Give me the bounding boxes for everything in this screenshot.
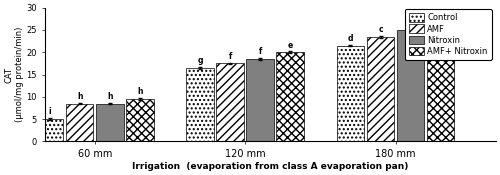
X-axis label: Irrigation  (evaporation from class A evaporation pan): Irrigation (evaporation from class A eva… — [132, 162, 408, 171]
Bar — [336, 46, 364, 141]
Text: h: h — [137, 87, 142, 96]
Text: g: g — [198, 56, 203, 65]
Bar — [216, 63, 244, 141]
Text: d: d — [348, 34, 353, 43]
Text: f: f — [258, 47, 262, 56]
Y-axis label: CAT
(µmol/mg protein/min): CAT (µmol/mg protein/min) — [4, 27, 24, 122]
Text: h: h — [107, 92, 112, 101]
Bar — [126, 99, 154, 141]
Text: f: f — [228, 52, 232, 61]
Text: a: a — [438, 14, 444, 23]
Bar — [366, 37, 394, 141]
Bar — [66, 104, 94, 141]
Text: e: e — [288, 41, 293, 50]
Text: c: c — [378, 25, 383, 34]
Bar — [96, 104, 124, 141]
Bar — [246, 59, 274, 141]
Bar — [36, 119, 64, 141]
Bar — [427, 26, 454, 141]
Text: h: h — [77, 92, 82, 101]
Bar — [186, 68, 214, 141]
Text: b: b — [408, 18, 414, 27]
Legend: Control, AMF, Nitroxin, AMF+ Nitroxin: Control, AMF, Nitroxin, AMF+ Nitroxin — [404, 9, 492, 60]
Bar — [276, 52, 304, 141]
Text: i: i — [48, 107, 51, 116]
Bar — [397, 30, 424, 141]
